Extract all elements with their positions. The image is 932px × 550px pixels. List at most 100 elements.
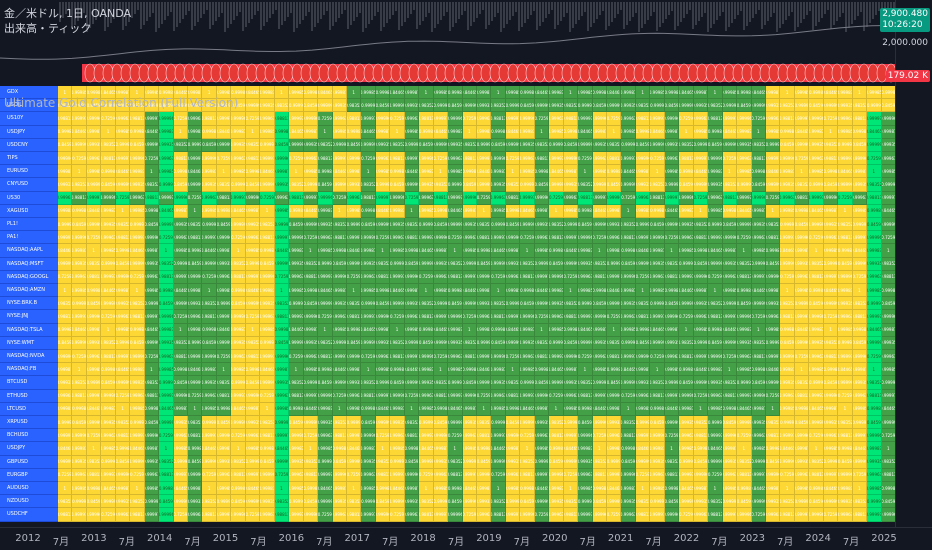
table-cell: 0.99935: [592, 336, 608, 350]
table-cell: 0.99996: [86, 508, 102, 522]
table-cell: 0.98352: [361, 376, 376, 390]
table-cell: 0.7259: [592, 231, 608, 245]
table-cell: 0.99985: [477, 125, 492, 139]
table-cell: 0.98813: [173, 152, 189, 166]
table-cell: 0.8459: [260, 257, 275, 271]
table-cell: 0.9998: [448, 86, 463, 100]
time-axis[interactable]: 2012 7月 2013 7月 2014 7月 2015 7月 2016 7月 2017 7月 2018…: [0, 527, 932, 550]
table-cell: 1: [635, 482, 651, 496]
table-cell: 0.84465: [332, 165, 347, 179]
table-cell: 0.9998: [679, 363, 694, 377]
price-scale[interactable]: 2,900.480 10:26:20 2,000.000 179.02 K: [880, 0, 932, 527]
table-cell: 1: [332, 204, 347, 218]
table-cell: 0.99963: [477, 112, 492, 126]
table-cell: 0.99935: [765, 297, 781, 311]
table-cell: 1: [245, 323, 261, 337]
table-cell: 0.9998: [635, 125, 651, 139]
table-cell: 1: [823, 323, 839, 337]
table-cell: 1: [260, 402, 275, 416]
table-cell: 0.99963: [101, 231, 116, 245]
table-cell: 0.99996: [346, 152, 362, 166]
table-cell: 0.98813: [881, 270, 896, 284]
volume-title[interactable]: 出来高・ティック: [4, 22, 92, 35]
table-cell: 0.99997: [650, 508, 665, 522]
table-cell: 0.7259: [390, 508, 405, 522]
table-cell: 0.99997: [231, 389, 246, 403]
table-cell: 0.99985: [722, 86, 738, 100]
table-cell: 0.98813: [448, 468, 463, 482]
table-cell: 0.99963: [520, 350, 535, 364]
time-tick: 7月: [118, 537, 135, 548]
signal-bubble: [354, 63, 366, 83]
table-cell: 0.98352: [260, 416, 275, 430]
table-cell: 0.98352: [751, 336, 766, 350]
table-cell: 0.99987: [274, 363, 290, 377]
table-cell: 0.98352: [809, 257, 824, 271]
table-cell: 1: [433, 165, 449, 179]
table-cell: 0.98813: [404, 231, 420, 245]
table-cell: 0.9999: [867, 297, 882, 311]
symbol-title[interactable]: 金／米ドル, 1日, OANDA: [4, 7, 132, 20]
table-cell: 0.99935: [332, 297, 347, 311]
table-cell: 0.99985: [722, 482, 738, 496]
table-cell: 0.84465: [650, 125, 665, 139]
table-cell: 0.99985: [404, 323, 420, 337]
table-cell: 0.99996: [520, 508, 535, 522]
table-cell: 0.8459: [375, 297, 391, 311]
table-cell: 0.99996: [823, 191, 839, 205]
signal-bubble: [858, 63, 870, 83]
correlation-table: 10.999850.99980.844650.9998710.999850.99…: [58, 86, 896, 522]
table-cell: 0.98813: [635, 112, 651, 126]
table-cell: 0.7259: [419, 468, 434, 482]
table-cell: 1: [216, 363, 232, 377]
table-cell: 0.99996: [433, 429, 449, 443]
table-cell: 0.9999: [491, 218, 506, 232]
table-cell: 0.99935: [404, 99, 420, 113]
table-cell: 0.99963: [318, 429, 333, 443]
last-price-badge: 2,900.480 10:26:20: [880, 8, 930, 32]
table-cell: 0.98352: [245, 336, 261, 350]
table-cell: 0.9999: [289, 495, 304, 509]
time-tick: 2017: [344, 533, 370, 544]
table-cell: 0.98352: [852, 495, 868, 509]
table-cell: 0.98352: [563, 99, 579, 113]
table-cell: 0.99935: [332, 99, 347, 113]
table-cell: 0.98352: [448, 455, 463, 469]
table-cell: 0.99985: [592, 363, 608, 377]
table-cell: 0.9999: [679, 257, 694, 271]
table-cell: 0.99996: [462, 191, 477, 205]
table-cell: 0.99963: [346, 191, 362, 205]
table-cell: 0.99996: [274, 350, 290, 364]
table-cell: 0.7259: [448, 231, 463, 245]
table-cell: 0.99999: [664, 416, 680, 430]
table-cell: 1: [679, 125, 694, 139]
table-cell: 0.99996: [852, 350, 868, 364]
table-cell: 0.7259: [361, 350, 376, 364]
table-cell: 0.99987: [635, 165, 651, 179]
table-cell: 0.98352: [505, 376, 521, 390]
table-cell: 1: [173, 125, 189, 139]
table-cell: 0.99985: [462, 244, 477, 258]
table-cell: 0.99935: [188, 495, 203, 509]
table-cell: 0.7259: [520, 231, 535, 245]
table-cell: 0.99999: [751, 99, 766, 113]
table-cell: 0.99997: [188, 350, 203, 364]
table-cell: 0.9998: [607, 165, 622, 179]
table-cell: 0.9999: [462, 257, 477, 271]
table-cell: 0.8459: [491, 138, 506, 152]
table-cell: 0.9998: [332, 244, 347, 258]
table-cell: 0.99999: [260, 178, 275, 192]
signal-bubble: [705, 63, 717, 83]
signal-bubble: [336, 63, 348, 83]
table-cell: 0.99935: [549, 99, 564, 113]
table-cell: 0.99963: [520, 152, 535, 166]
table-cell: 0.99997: [202, 429, 217, 443]
table-cell: 0.99985: [578, 482, 593, 496]
signal-bubble: [255, 63, 267, 83]
table-cell: 0.7259: [592, 429, 608, 443]
table-cell: 0.99987: [188, 284, 203, 298]
table-cell: 0.7259: [534, 508, 550, 522]
indicator-title[interactable]: Ultimate Gold Correlation (Full Version): [4, 96, 238, 110]
table-cell: 0.9998: [433, 402, 449, 416]
